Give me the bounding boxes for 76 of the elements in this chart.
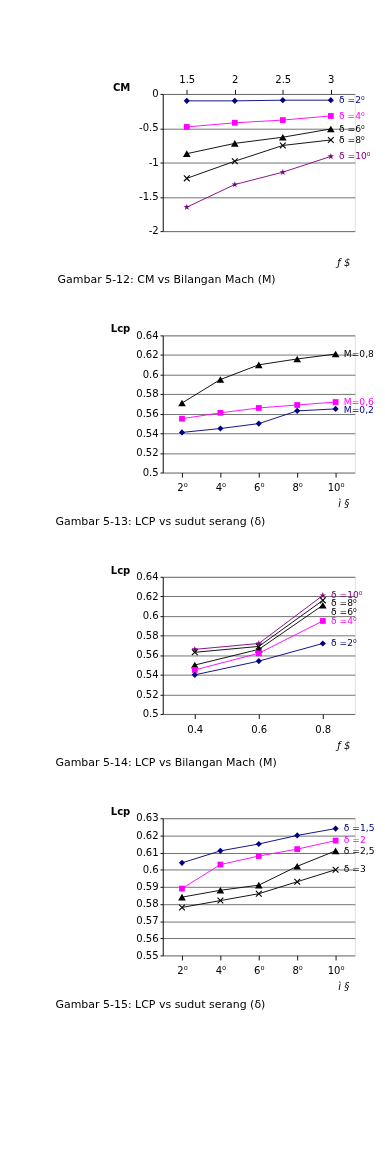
y-tick-label: 0.5 [142,466,159,478]
y-tick-label: 0.56 [136,649,159,661]
text: Gambar 5-12: CM vs Bilangan Mach (M) [57,273,276,287]
x-axis-title: ƒ $ [335,739,351,751]
series-label: M=0,8 [343,348,375,359]
y-tick-label: 0.5 [142,708,159,720]
y-tick-label: 0.64 [136,571,159,583]
x-tick-label: 6⁰ [254,482,265,494]
series-label: δ =2 [343,835,366,846]
series-label: δ =4⁰ [339,110,365,121]
x-tick-label: 2⁰ [177,965,188,977]
text: Gambar 5-15: LCP vs sudut serang (δ) [55,997,266,1011]
series-label: δ =2,5 [343,845,375,856]
y-tick-label: 0.61 [136,846,159,858]
y-tick-label: 0.52 [136,447,159,459]
x-axis-title: ì § [338,981,350,993]
series-label: δ =6⁰ [331,606,357,617]
y-axis-title: Lcp [110,806,131,818]
y-tick-label: 0.56 [136,932,159,944]
y-tick-label: -1.5 [139,191,159,203]
x-tick-label: 6⁰ [254,965,265,977]
y-tick-label: 0.63 [136,812,159,824]
y-tick-label: 0.52 [136,688,159,700]
x-tick-label: 10⁰ [327,965,345,977]
series-label: M=0,6 [343,396,375,407]
y-tick-label: 0.62 [136,349,159,361]
y-tick-label: 0.6 [142,368,159,380]
x-tick-label: 4⁰ [215,482,227,494]
y-tick-label: 0 [152,88,159,100]
x-tick-label: 2⁰ [177,482,188,494]
y-tick-label: -0.5 [139,122,159,134]
y-tick-label: 0.58 [136,629,159,641]
y-tick-label: 0.54 [136,669,159,681]
text: Gambar 5-14: LCP vs Bilangan Mach (M) [55,756,277,770]
y-tick-label: 0.56 [136,408,159,420]
y-tick-label: 0.6 [142,863,159,875]
x-tick-label: 0.4 [187,723,204,735]
y-tick-label: 0.58 [136,388,159,400]
y-axis-title: Lcp [110,323,131,335]
y-tick-label: 0.57 [136,915,159,927]
x-axis-title: ƒ $ [335,256,351,268]
y-tick-label: 0.62 [136,829,159,841]
series-label: δ =3 [343,864,366,875]
y-axis-title: CM [112,81,131,93]
series-label: M=0,2 [343,405,374,416]
y-tick-label: 0.54 [136,427,159,439]
text: Gambar 5-13: LCP vs sudut serang (δ) [55,514,266,528]
y-tick-label: -2 [148,225,159,237]
series-label: δ =4⁰ [331,615,357,626]
x-tick-label: 2 [232,73,239,85]
series-label: δ =10⁰ [339,151,371,162]
y-tick-label: -1 [148,156,159,168]
y-tick-label: 0.6 [142,610,159,622]
x-tick-label: 8⁰ [292,965,303,977]
y-tick-label: 0.64 [136,329,159,341]
series-label: δ =8⁰ [331,598,357,609]
y-axis-title: Lcp [110,564,131,576]
x-tick-label: 0.6 [251,723,268,735]
series-label: δ =8⁰ [339,134,365,145]
x-tick-label: 1.5 [179,73,196,85]
y-tick-label: 0.59 [136,881,159,893]
series-label: δ =6⁰ [339,123,365,134]
series-label: δ =10⁰ [331,590,363,601]
series-label: δ =2⁰ [331,638,357,649]
y-tick-label: 0.62 [136,590,159,602]
y-tick-label: 0.55 [136,949,159,961]
x-axis-title: ì § [338,498,350,510]
x-tick-label: 2.5 [275,73,292,85]
x-tick-label: 0.8 [315,723,332,735]
x-tick-label: 3 [328,73,335,85]
y-tick-label: 0.58 [136,898,159,910]
x-tick-label: 8⁰ [292,482,303,494]
series-label: δ =1,5 [343,823,375,834]
series-label: δ =2⁰ [339,94,365,105]
x-tick-label: 4⁰ [215,965,227,977]
x-tick-label: 10⁰ [327,482,345,494]
